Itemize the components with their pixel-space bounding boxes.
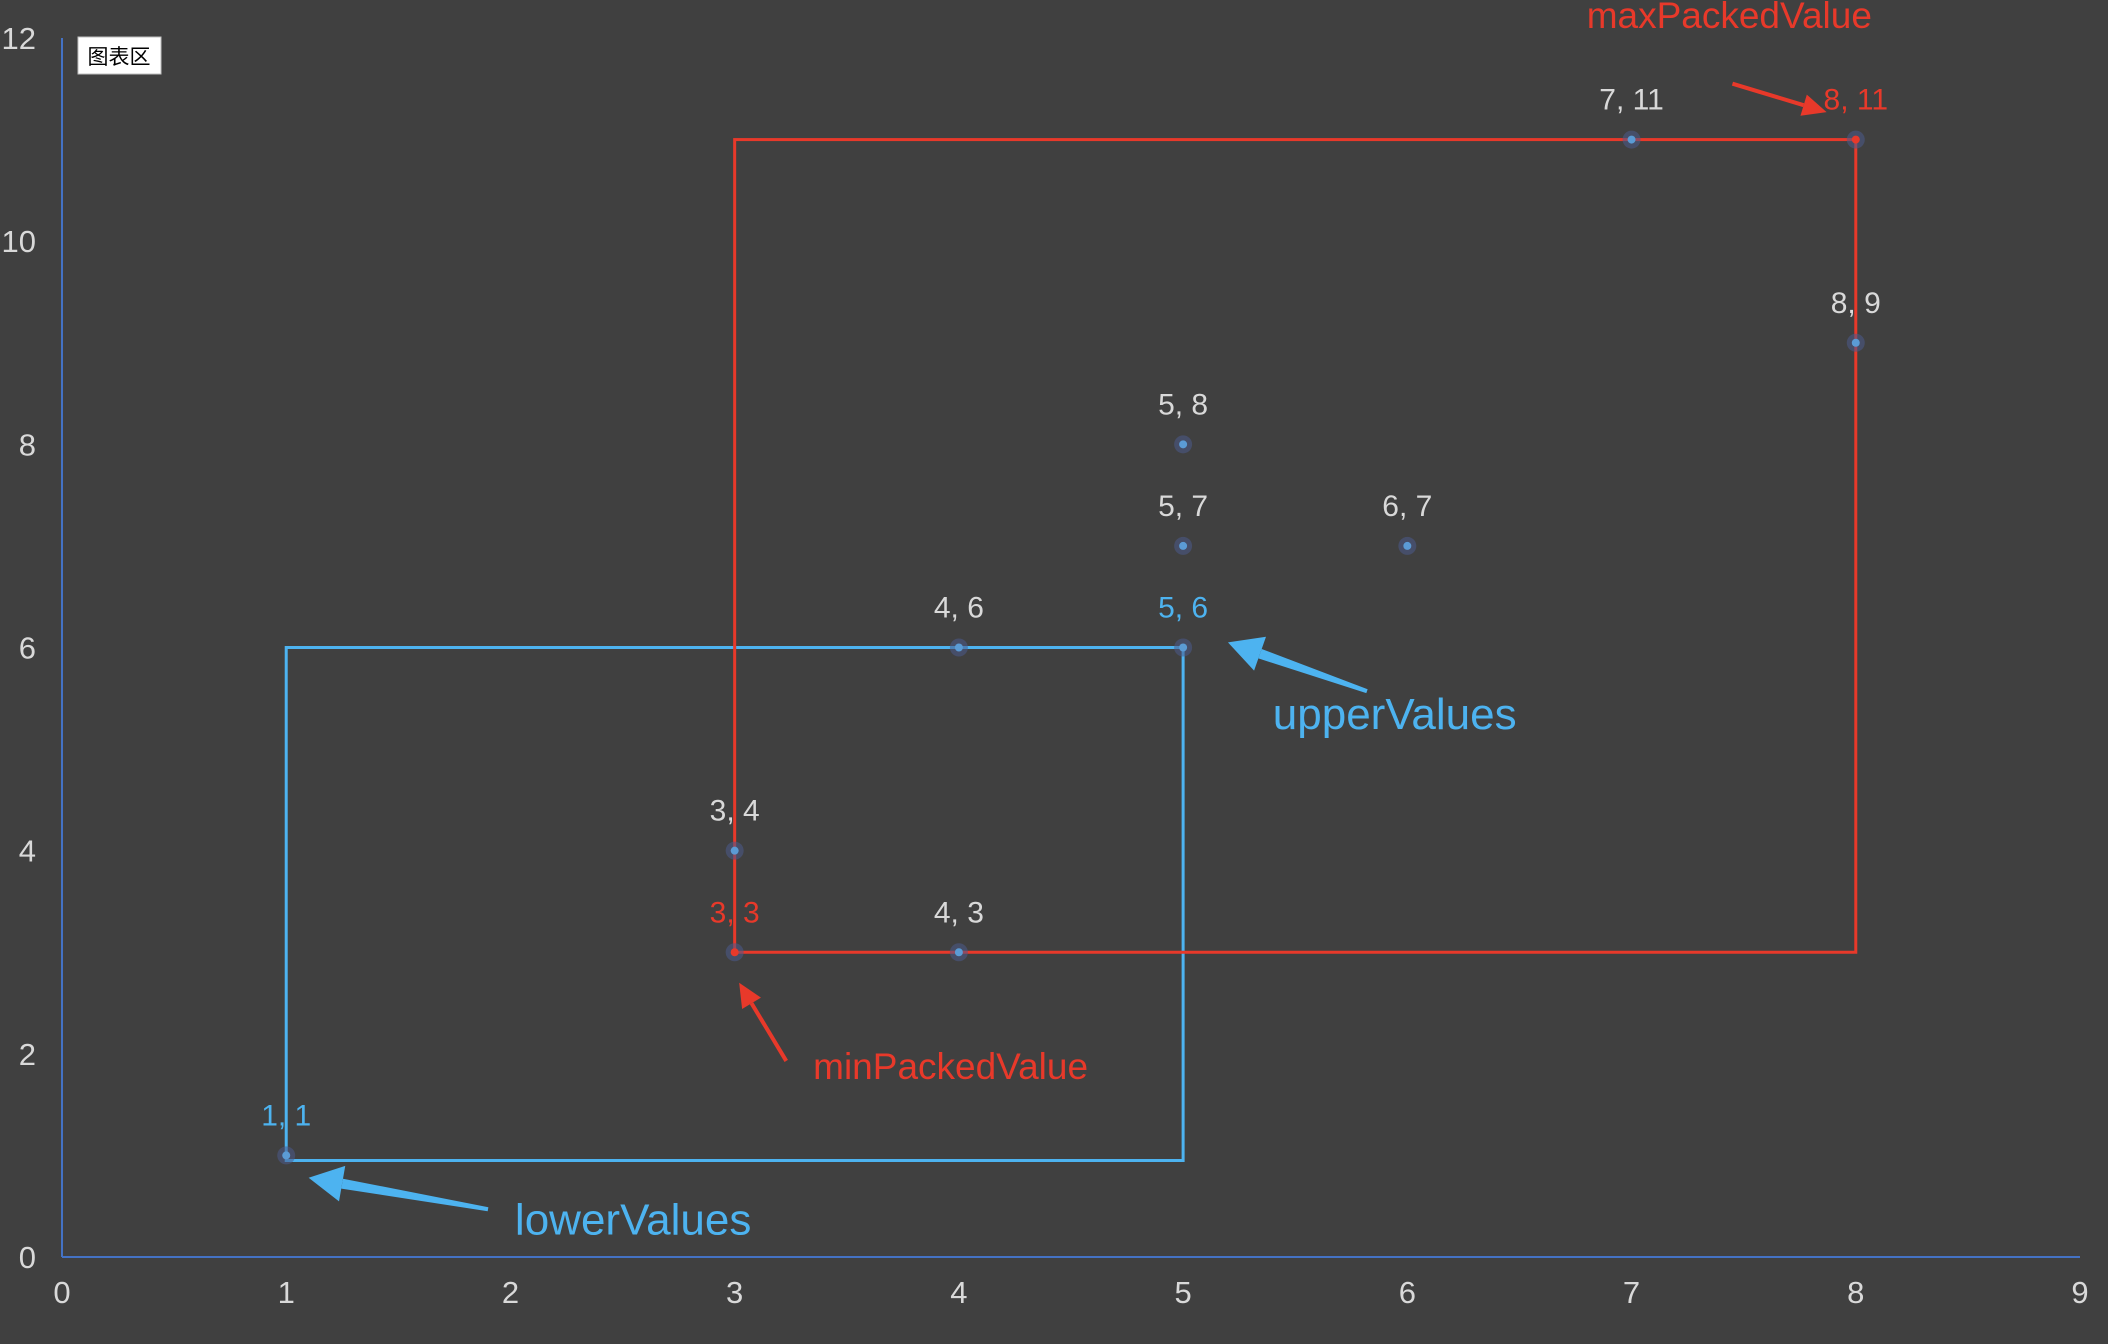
point-label: 3, 4 xyxy=(710,795,760,828)
data-point[interactable] xyxy=(1851,135,1860,144)
point-label: 4, 6 xyxy=(934,592,984,625)
point-label: 5, 8 xyxy=(1158,388,1208,421)
annotation-label: lowerValues xyxy=(515,1196,751,1245)
y-tick-label: 0 xyxy=(19,1240,36,1275)
point-label: 1, 1 xyxy=(261,1099,311,1132)
x-tick-label: 1 xyxy=(278,1275,295,1310)
annotation-arrow-head xyxy=(739,982,761,1009)
data-point[interactable] xyxy=(730,948,739,957)
packed-value-box xyxy=(733,138,1858,954)
y-tick-label: 4 xyxy=(19,834,36,869)
x-tick-label: 5 xyxy=(1174,1275,1191,1310)
y-tick-label: 6 xyxy=(19,631,36,666)
point-label: 4, 3 xyxy=(934,896,984,929)
y-tick-label: 2 xyxy=(19,1037,36,1072)
point-label: 8, 11 xyxy=(1824,84,1889,117)
x-tick-label: 3 xyxy=(726,1275,743,1310)
point-label: 3, 3 xyxy=(710,896,760,929)
annotation-arrow-shaft xyxy=(749,1002,788,1062)
annotation-arrow-head xyxy=(1227,636,1266,671)
annotation-arrow-head xyxy=(1800,94,1827,116)
x-tick-label: 6 xyxy=(1399,1275,1416,1310)
x-tick-label: 4 xyxy=(950,1275,967,1310)
point-label: 5, 6 xyxy=(1158,592,1208,625)
x-tick-label: 9 xyxy=(2071,1275,2088,1310)
annotations: maxPackedValue upperValues minPackedValue l… xyxy=(308,0,1872,1245)
data-point[interactable] xyxy=(282,1151,291,1160)
y-tick-label: 8 xyxy=(19,427,36,462)
x-tick-labels: 0 1 2 3 4 5 6 7 8 9 xyxy=(53,1275,2088,1310)
annotation-label: minPackedValue xyxy=(813,1046,1088,1087)
x-tick-label: 0 xyxy=(53,1275,70,1310)
y-tick-labels: 0 2 4 6 8 10 12 xyxy=(2,21,36,1275)
annotation-arrow-shaft xyxy=(1258,648,1368,694)
x-tick-label: 8 xyxy=(1847,1275,1864,1310)
data-point[interactable] xyxy=(1851,338,1860,347)
annotation-label: upperValues xyxy=(1273,690,1517,739)
chart-area-tag-text: 图表区 xyxy=(88,45,151,69)
point-label: 5, 7 xyxy=(1158,490,1208,523)
y-tick-label: 12 xyxy=(2,21,36,56)
data-point[interactable] xyxy=(1179,643,1188,652)
point-labels: 1, 1 3, 3 3, 4 4, 3 4, 6 5, 6 5, 7 5, 8 6, 7 7, 1… xyxy=(261,84,1888,1133)
data-point[interactable] xyxy=(730,846,739,855)
data-point[interactable] xyxy=(1179,440,1188,449)
data-point[interactable] xyxy=(1179,541,1188,550)
annotation-arrow-head xyxy=(308,1165,346,1202)
annotation-arrow-shaft xyxy=(1731,81,1805,108)
data-point[interactable] xyxy=(954,643,963,652)
point-label: 7, 11 xyxy=(1599,84,1664,117)
data-point[interactable] xyxy=(1627,135,1636,144)
y-tick-label: 10 xyxy=(2,224,36,259)
data-point[interactable] xyxy=(954,948,963,957)
x-tick-label: 2 xyxy=(502,1275,519,1310)
data-points xyxy=(277,130,1865,1165)
point-label: 8, 9 xyxy=(1831,287,1881,320)
bounding-rectangles xyxy=(284,138,1858,1162)
annotation-label: maxPackedValue xyxy=(1587,0,1872,36)
annotation-arrow-shaft xyxy=(341,1178,489,1212)
point-label: 6, 7 xyxy=(1382,490,1432,523)
chart-area-tag[interactable]: 图表区 xyxy=(77,36,162,75)
data-point[interactable] xyxy=(1403,541,1412,550)
x-tick-label: 7 xyxy=(1623,1275,1640,1310)
